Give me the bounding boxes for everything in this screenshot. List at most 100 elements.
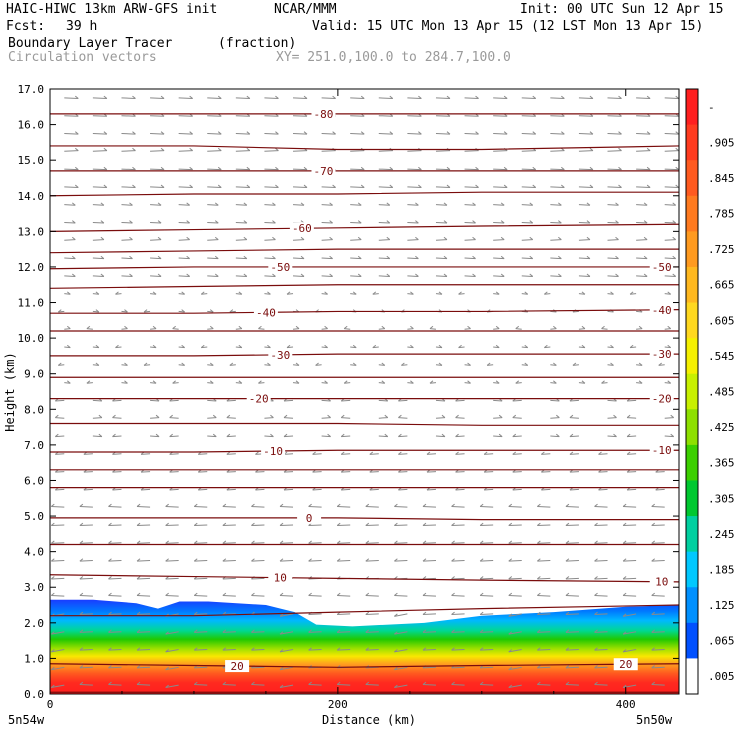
vector-arrow xyxy=(283,399,294,402)
vector-arrowhead xyxy=(193,611,198,615)
vector-arrow xyxy=(598,488,608,491)
vector-arrow xyxy=(636,364,643,366)
vector-arrowhead xyxy=(129,255,133,260)
vector-arrowhead xyxy=(324,291,328,295)
vector-arrow xyxy=(493,275,505,277)
colorbar-label: .185 xyxy=(708,563,735,576)
vector-arrow xyxy=(178,97,193,99)
vector-arrowhead xyxy=(500,202,505,206)
y-tick-label: 5.0 xyxy=(24,510,44,523)
vector-arrow xyxy=(150,150,165,152)
vector-arrow xyxy=(251,649,265,651)
vector-arrowhead xyxy=(222,503,227,507)
vector-arrow xyxy=(378,364,385,366)
vector-arrowhead xyxy=(136,611,141,615)
vector-arrow xyxy=(79,560,93,562)
vector-arrow xyxy=(150,328,157,330)
vector-arrowhead xyxy=(586,202,591,206)
vector-arrow xyxy=(623,506,637,508)
vector-arrow xyxy=(541,488,551,491)
vector-arrowhead xyxy=(132,166,136,171)
vector-arrow xyxy=(58,310,65,313)
vector-arrow xyxy=(550,364,557,366)
vector-arrowhead xyxy=(50,631,55,635)
vector-arrow xyxy=(480,542,494,544)
vector-arrow xyxy=(512,417,522,419)
vector-arrowhead xyxy=(222,629,227,633)
vector-arrowhead xyxy=(108,665,112,669)
vector-arrow xyxy=(541,453,551,455)
vector-arrow xyxy=(627,417,637,419)
vector-arrow xyxy=(137,666,151,669)
vector-arrowhead xyxy=(479,540,484,544)
vector-arrow xyxy=(207,97,222,99)
vector-arrow xyxy=(251,506,265,508)
vector-arrowhead xyxy=(398,451,402,455)
vector-arrow xyxy=(235,97,250,99)
vector-arrowhead xyxy=(336,647,341,651)
vector-arrow xyxy=(636,275,648,277)
vector-arrowhead xyxy=(479,592,484,596)
vector-arrowhead xyxy=(365,681,370,685)
vector-arrow xyxy=(79,506,93,508)
vector-arrow xyxy=(422,613,437,616)
vector-arrow xyxy=(464,275,476,277)
vector-arrowhead xyxy=(472,255,476,260)
vector-arrow xyxy=(407,382,414,384)
temperature-contour xyxy=(50,284,679,289)
vector-arrow xyxy=(312,488,322,491)
vector-arrow xyxy=(235,150,250,152)
vector-arrowhead xyxy=(279,631,284,635)
plot-area: -80 -70 -60 -50 -50 -40 -40 -30 -30 -20 -20 -10 -10 0… xyxy=(49,88,680,695)
vector-arrowhead xyxy=(352,344,357,349)
vector-arrow xyxy=(407,186,422,188)
vector-arrow xyxy=(337,649,351,651)
vector-arrow xyxy=(144,364,151,366)
vector-arrow xyxy=(369,453,379,455)
vector-arrowhead xyxy=(429,325,434,330)
colorbar-swatch xyxy=(686,587,698,624)
vector-arrowhead xyxy=(389,184,394,188)
colorbar-label: .785 xyxy=(708,208,735,221)
vector-arrowhead xyxy=(622,684,627,688)
vector-arrow xyxy=(512,488,522,491)
vector-arrow xyxy=(407,97,422,99)
vector-arrow xyxy=(464,132,479,135)
vector-arrowhead xyxy=(86,380,91,384)
vector-arrow xyxy=(64,186,79,188)
vector-arrowhead xyxy=(508,522,513,526)
vector-arrowhead xyxy=(565,629,570,633)
vector-arrow xyxy=(150,382,157,384)
vector-arrowhead xyxy=(79,647,84,651)
vector-arrowhead xyxy=(394,666,398,671)
vector-arrowhead xyxy=(365,503,370,507)
y-tick-label: 13.0 xyxy=(18,225,45,238)
vector-arrow xyxy=(150,168,165,171)
vector-arrowhead xyxy=(108,503,112,507)
vector-arrowhead xyxy=(594,647,598,651)
vector-arrow xyxy=(341,453,351,455)
vector-arrowhead xyxy=(251,522,255,526)
vector-arrowhead xyxy=(57,362,62,366)
vector-arrowhead xyxy=(515,380,520,384)
vector-arrow xyxy=(321,186,336,188)
vector-arrowhead xyxy=(581,325,586,330)
vector-arrow xyxy=(508,577,522,580)
vector-arrow xyxy=(251,666,265,669)
vector-arrowhead xyxy=(394,649,398,653)
vector-arrowhead xyxy=(255,451,259,455)
vector-arrowhead xyxy=(136,665,141,669)
vector-arrow xyxy=(451,577,465,580)
contour-labels: -80 -70 -60 -50 -50 -40 -40 -30 -30 -20 -20 -10 -10 0… xyxy=(225,107,674,673)
vector-arrowhead xyxy=(394,613,398,617)
vector-arrow xyxy=(627,488,637,491)
vector-arrow xyxy=(51,506,65,508)
vector-arrow xyxy=(607,168,622,171)
vector-arrow xyxy=(108,684,122,686)
vector-arrow xyxy=(121,257,133,260)
vector-arrowhead xyxy=(343,325,348,330)
vector-arrow xyxy=(235,221,247,224)
vector-arrowhead xyxy=(336,681,341,685)
vector-arrowhead xyxy=(601,380,605,384)
vector-arrowhead xyxy=(544,344,548,349)
